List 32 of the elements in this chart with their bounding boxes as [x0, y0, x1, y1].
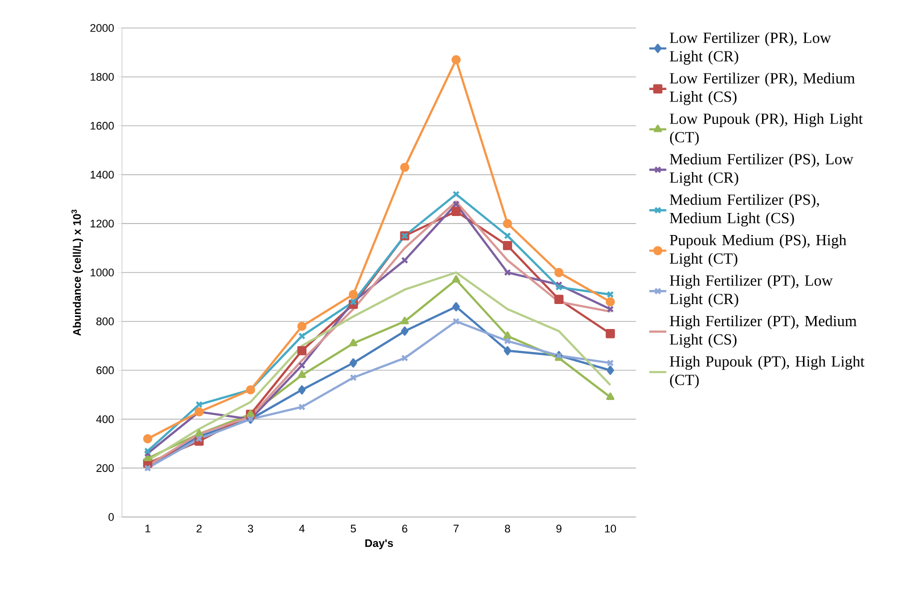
x-tick-label: 9 [556, 524, 562, 533]
y-tick-label: 200 [96, 464, 114, 472]
y-tick-label: 1400 [90, 170, 114, 179]
y-tick-label: 2000 [90, 24, 114, 32]
y-tick-label: 600 [96, 366, 114, 374]
x-tick-label: 10 [605, 524, 616, 533]
y-tick-label: 400 [96, 415, 114, 424]
legend-label: Low Fertilizer (PR), Medium Light (CS) [670, 72, 855, 106]
legend-label: Pupouk Medium (PS), High Light (CT) [670, 234, 846, 267]
y-tick-label: 0 [108, 513, 114, 521]
legend-label: Medium Fertilizer (PS), Medium Light (CS) [670, 194, 819, 226]
x-tick-label: 2 [196, 524, 202, 532]
x-tick-label: 5 [350, 524, 356, 532]
x-tick-label: 8 [504, 524, 510, 533]
legend-label: High Fertilizer (PT), Medium Light (CS) [670, 315, 857, 348]
legend-label: Low Fertilizer (PR), Low Light (CR) [670, 32, 831, 65]
x-tick-label: 7 [454, 524, 459, 532]
legend-label: High Pupouk (PT), High Light (CT) [670, 356, 864, 388]
y-tick-label: 1600 [90, 122, 114, 130]
legend-label: High Fertilizer (PT), Low Light (CR) [670, 274, 833, 308]
x-tick-label: 3 [248, 524, 254, 533]
y-tick-label: 1000 [90, 268, 114, 276]
x-tick-label: 1 [145, 524, 150, 532]
x-tick-label: 4 [299, 524, 305, 532]
legend-label: Low Pupouk (PR), High Light (CT) [670, 113, 863, 146]
legend-label: Medium Fertilizer (PS), Low Light (CR) [670, 154, 854, 186]
y-tick-label: 1800 [90, 73, 114, 81]
y-tick-label: 800 [96, 318, 114, 326]
y-axis-title: Abundance (cell/L) x 10$^{3}$ [71, 210, 84, 336]
x-tick-label: 6 [402, 524, 408, 533]
y-tick-label: 1200 [90, 220, 114, 228]
x-axis-title: Day's [365, 539, 393, 550]
